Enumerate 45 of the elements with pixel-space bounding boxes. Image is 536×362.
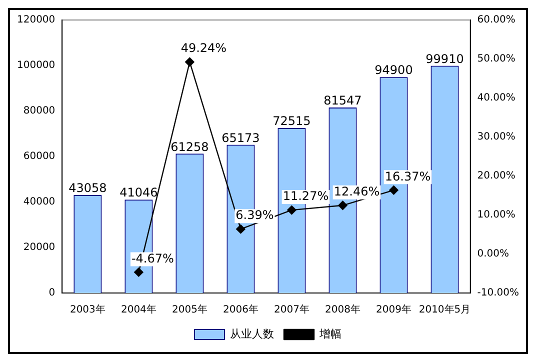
point: [338, 200, 348, 210]
data-label: 65173: [222, 130, 260, 145]
data-label: 61258: [170, 140, 209, 154]
data-label: 41046: [120, 186, 158, 200]
y-tick-label: 80000: [23, 106, 56, 117]
x-tick-label: 2010年5月: [418, 304, 471, 316]
data-label: 12.46%: [334, 184, 380, 199]
y-tick-label: 60000: [23, 151, 56, 162]
data-label: 11.27%: [282, 189, 329, 204]
y-tick-label: 120000: [16, 14, 56, 26]
point: [185, 57, 194, 67]
data-label: 94900: [374, 63, 413, 78]
data-label: 99910: [426, 52, 464, 66]
point: [134, 268, 144, 277]
x-tick-label: 2003年: [70, 304, 106, 316]
data-label: 6.39%: [236, 208, 274, 222]
x-tick-label: 2009年: [376, 304, 412, 316]
x-tick-label: 2005年: [172, 304, 208, 316]
y2-tick-label: 40.00%: [477, 92, 516, 104]
data-label: 16.37%: [384, 169, 431, 184]
point: [287, 205, 296, 215]
point: [236, 224, 246, 234]
x-tick-label: 2007年: [274, 304, 310, 316]
data-label: 81547: [324, 94, 362, 108]
legend-label: 增幅: [318, 327, 342, 340]
point: [389, 186, 398, 195]
legend-label: 从业人数: [230, 327, 274, 340]
y-tick-label: 100000: [16, 60, 56, 72]
y-tick-label: 40000: [23, 196, 56, 208]
data-label: -4.67%: [131, 251, 174, 266]
data-label: 43058: [68, 181, 107, 196]
data-label: 49.24%: [180, 41, 227, 56]
y2-tick-label: 10.00%: [477, 210, 516, 221]
data-label: 72515: [272, 114, 311, 128]
x-tick-label: 2006年: [222, 304, 258, 316]
y2-tick-label: 60.00%: [477, 14, 516, 26]
y2-tick-label: 20.00%: [477, 170, 516, 182]
y-tick-label: 20000: [23, 242, 56, 254]
y2-tick-label: 0.00%: [477, 248, 510, 260]
y2-tick-label: 50.00%: [477, 54, 516, 65]
y-tick-label: 0: [48, 288, 56, 299]
x-tick-label: 2008年: [325, 304, 360, 316]
y2-tick-label: 30.00%: [477, 132, 516, 143]
x-tick-label: 2004年: [120, 304, 156, 316]
y2-tick-label: -10.00%: [477, 288, 520, 299]
